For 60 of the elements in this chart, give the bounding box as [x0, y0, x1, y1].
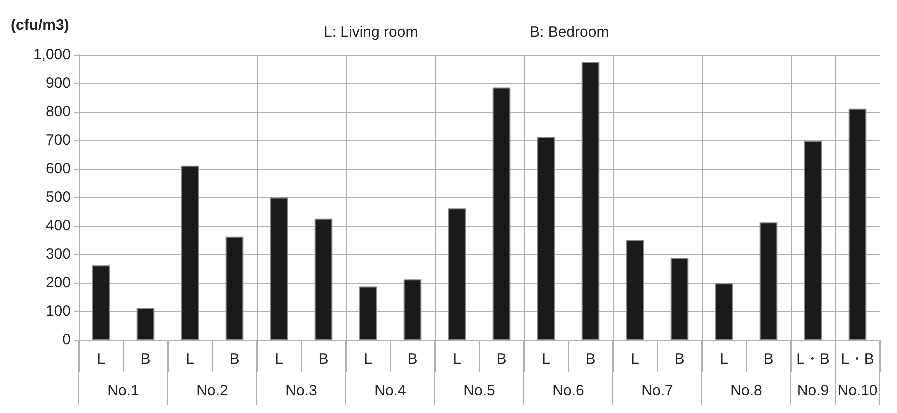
x-tick-label: L [542, 351, 550, 368]
y-tick-label: 800 [46, 104, 71, 120]
x-tick-label: B [230, 351, 240, 368]
y-tick-label: 900 [46, 75, 71, 92]
bar [92, 266, 110, 340]
bar [537, 137, 556, 340]
y-tick-label: 500 [46, 189, 71, 206]
x-tick-label: L [97, 351, 106, 368]
x-tick-label: L・B [841, 351, 874, 368]
bar [492, 88, 511, 340]
y-tick-label: 0 [62, 332, 71, 348]
bar [136, 308, 155, 340]
bar [448, 208, 466, 340]
y-tick-label: 700 [46, 132, 71, 149]
text: No.3 [286, 382, 318, 400]
bar [270, 198, 288, 340]
bar [582, 62, 600, 340]
x-tick-label: B [318, 351, 329, 368]
x-tick-label: L・B [796, 351, 830, 368]
chart-title: L: Living room [324, 24, 418, 41]
x-tick-label: B [496, 351, 507, 368]
y-tick-label: 200 [46, 274, 71, 292]
text: No.9 [797, 382, 830, 400]
text: No.7 [642, 382, 674, 400]
bar [626, 240, 644, 340]
x-tick-label: B [586, 351, 596, 368]
x-tick-label: L [453, 351, 462, 368]
x-tick-label: L [275, 351, 284, 368]
y-tick-label: 100 [46, 303, 71, 320]
bar [670, 258, 689, 340]
bar [226, 236, 244, 340]
x-tick-label: B [140, 351, 151, 368]
bar [359, 286, 378, 340]
bar [314, 218, 333, 340]
y-tick-label: 1,000 [33, 46, 71, 64]
text: No.10 [838, 382, 878, 400]
bar [848, 108, 867, 340]
text: No.2 [196, 382, 228, 400]
bar [715, 284, 734, 340]
bar [804, 141, 822, 340]
y-tick-label: 300 [46, 246, 71, 263]
text: No.6 [552, 382, 584, 400]
bar [404, 280, 422, 340]
text: No.4 [374, 382, 406, 400]
text: No.8 [730, 382, 762, 400]
y-axis-title: (cfu/m3) [11, 17, 70, 34]
x-tick-label: L [631, 351, 640, 368]
x-tick-label: L [364, 351, 372, 368]
x-tick-label: B [408, 351, 418, 368]
chart-subtitle: B: Bedroom [530, 24, 610, 41]
y-tick-label: 600 [46, 160, 71, 178]
x-tick-label: B [764, 351, 774, 368]
bar [181, 166, 200, 340]
x-tick-label: L [186, 351, 194, 368]
x-tick-label: B [674, 351, 685, 368]
x-tick-label: L [720, 351, 728, 368]
text: No.1 [108, 382, 140, 400]
text: No.5 [464, 382, 496, 400]
y-tick-label: 400 [46, 218, 71, 234]
bar [760, 222, 778, 340]
